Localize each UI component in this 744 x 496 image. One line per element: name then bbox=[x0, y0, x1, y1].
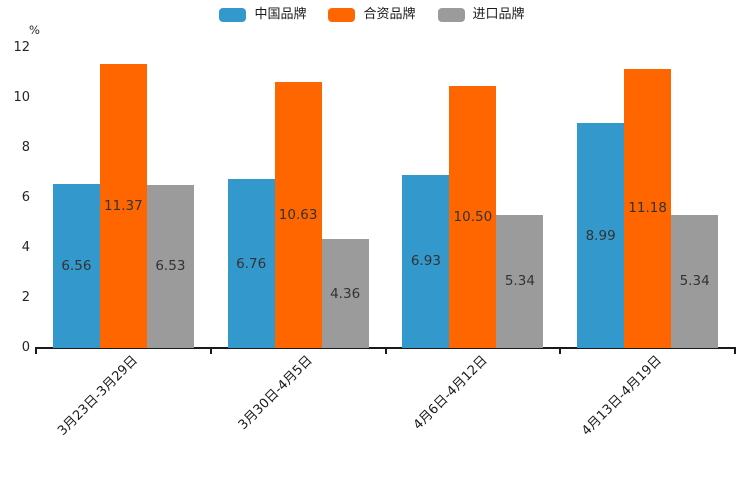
bar-合资品牌-0 bbox=[99, 63, 147, 348]
bar-进口品牌-1 bbox=[321, 239, 369, 348]
bar-value-label: 5.34 bbox=[504, 273, 535, 290]
x-axis-category-label: 4月13日-4月19日 bbox=[579, 353, 666, 439]
y-axis-tick-label: 12 bbox=[13, 40, 30, 55]
legend-label: 中国品牌 bbox=[254, 7, 307, 22]
x-axis-tick-mark bbox=[559, 349, 562, 354]
y-axis-tick-label: 6 bbox=[21, 190, 30, 205]
legend-item-0: 中国品牌 bbox=[219, 7, 306, 23]
bar-value-label: 11.37 bbox=[104, 197, 143, 214]
bar-value-label: 10.63 bbox=[278, 207, 318, 224]
y-axis-tick-label: 8 bbox=[21, 140, 30, 155]
bar-value-label: 4.36 bbox=[330, 285, 361, 302]
y-axis-tick-label: 10 bbox=[13, 90, 30, 105]
bar-合资品牌-1 bbox=[274, 82, 322, 348]
legend-item-1: 合资品牌 bbox=[328, 7, 416, 23]
y-axis-tick-label: 4 bbox=[21, 240, 30, 255]
x-axis-category-label: 4月6日-4月12日 bbox=[410, 353, 491, 433]
legend-label: 合资品牌 bbox=[363, 7, 416, 22]
bar-中国品牌-2 bbox=[402, 174, 450, 348]
bar-进口品牌-0 bbox=[146, 184, 194, 348]
x-axis-tick-mark bbox=[384, 349, 387, 354]
x-axis-tick-mark bbox=[35, 349, 37, 354]
bar-value-label: 6.76 bbox=[236, 255, 267, 272]
x-axis-tick-mark bbox=[734, 349, 736, 354]
bar-value-label: 6.93 bbox=[410, 253, 441, 270]
y-axis-tick-label: 2 bbox=[21, 290, 30, 305]
x-axis-category-label: 3月30日-4月5日 bbox=[235, 353, 316, 433]
legend-item-2: 进口品牌 bbox=[437, 7, 525, 23]
bar-中国品牌-1 bbox=[227, 179, 275, 348]
chart-legend: 中国品牌 合资品牌 进口品牌 bbox=[0, 7, 744, 23]
legend-swatch-icon bbox=[437, 8, 465, 22]
x-axis-category-label: 3月23日-3月29日 bbox=[55, 353, 141, 439]
bar-中国品牌-0 bbox=[52, 184, 100, 348]
y-axis-unit-label: % bbox=[29, 23, 40, 37]
bar-合资品牌-2 bbox=[449, 85, 497, 348]
bar-value-label: 11.18 bbox=[628, 200, 667, 217]
bar-进口品牌-3 bbox=[671, 214, 719, 348]
x-axis-line bbox=[35, 347, 736, 349]
legend-label: 进口品牌 bbox=[472, 7, 525, 22]
bar-value-label: 5.34 bbox=[679, 273, 710, 290]
legend-swatch-icon bbox=[328, 8, 356, 22]
bar-value-label: 10.50 bbox=[453, 208, 493, 225]
bar-value-label: 8.99 bbox=[585, 227, 616, 244]
bar-进口品牌-2 bbox=[496, 214, 544, 348]
y-axis-tick-label: 0 bbox=[21, 340, 30, 355]
bar-中国品牌-3 bbox=[577, 123, 625, 348]
x-axis-tick-mark bbox=[209, 349, 212, 354]
bar-value-label: 6.56 bbox=[61, 258, 92, 274]
legend-swatch-icon bbox=[219, 8, 247, 22]
bar-合资品牌-3 bbox=[624, 68, 672, 348]
bar-value-label: 6.53 bbox=[155, 258, 186, 275]
